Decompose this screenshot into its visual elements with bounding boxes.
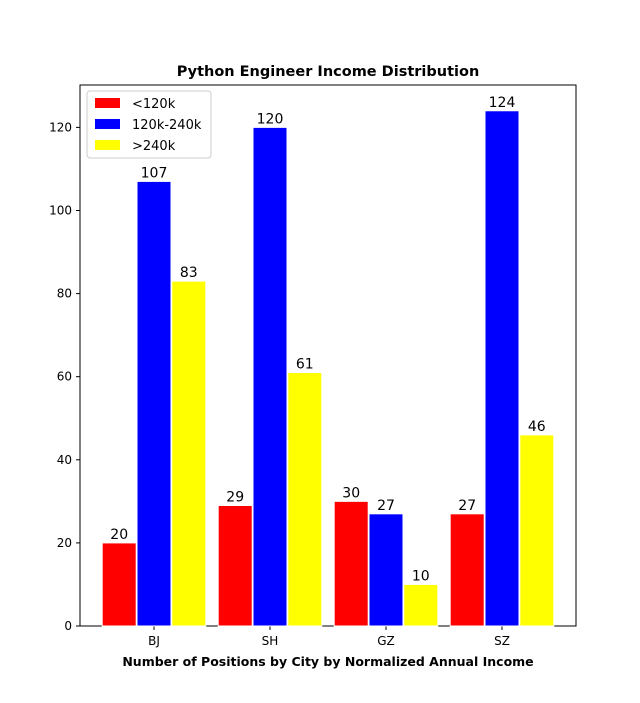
legend-swatch [95, 140, 120, 150]
y-tick-label: 120 [49, 120, 72, 134]
data-labels: 20 29 30 27 107 120 27 124 83 61 10 46 [110, 95, 546, 585]
legend-entry: <120k [132, 97, 176, 112]
x-tick-label: GZ [377, 634, 395, 648]
y-tick-label: 80 [57, 287, 72, 301]
data-label: 30 [342, 485, 360, 501]
data-label: 124 [489, 95, 516, 111]
y-tick-label: 60 [57, 370, 72, 384]
x-axis-label: Number of Positions by City by Normalize… [122, 654, 533, 669]
data-label: 61 [296, 357, 314, 373]
y-tick-label: 40 [57, 453, 72, 467]
bar [449, 513, 485, 627]
x-tick-label: SH [262, 634, 279, 648]
x-axis: BJ SH GZ SZ [148, 626, 510, 648]
bar [333, 500, 369, 627]
data-label: 46 [528, 419, 546, 435]
bar [101, 542, 137, 627]
chart-title: Python Engineer Income Distribution [177, 64, 480, 80]
data-label: 29 [226, 490, 244, 506]
x-tick-label: BJ [148, 634, 160, 648]
bar [519, 434, 555, 627]
bar [484, 110, 520, 627]
bar [368, 513, 404, 627]
bar [403, 583, 439, 627]
data-label: 27 [377, 498, 395, 514]
legend-swatch [95, 119, 120, 129]
bar [252, 126, 288, 627]
y-tick-label: 0 [64, 619, 72, 633]
data-label: 27 [458, 498, 476, 514]
bar [217, 505, 253, 627]
bar [171, 280, 207, 627]
data-label: 107 [141, 165, 168, 181]
bar [136, 180, 172, 627]
data-label: 83 [180, 265, 198, 281]
plot-area [79, 84, 577, 627]
y-axis: 0 20 40 60 80 100 120 [49, 120, 80, 633]
y-tick-label: 100 [49, 203, 72, 217]
data-label: 20 [110, 527, 128, 543]
legend-swatch [95, 98, 120, 108]
data-label: 120 [257, 111, 284, 127]
bars [101, 110, 555, 627]
legend-entry: 120k-240k [132, 118, 202, 133]
plot-frame [79, 84, 577, 627]
legend: <120k 120k-240k >240k [86, 90, 212, 159]
data-label: 10 [412, 568, 430, 584]
bar [287, 372, 323, 627]
y-tick-label: 20 [57, 536, 72, 550]
legend-entry: >240k [132, 139, 176, 154]
x-tick-label: SZ [494, 634, 510, 648]
